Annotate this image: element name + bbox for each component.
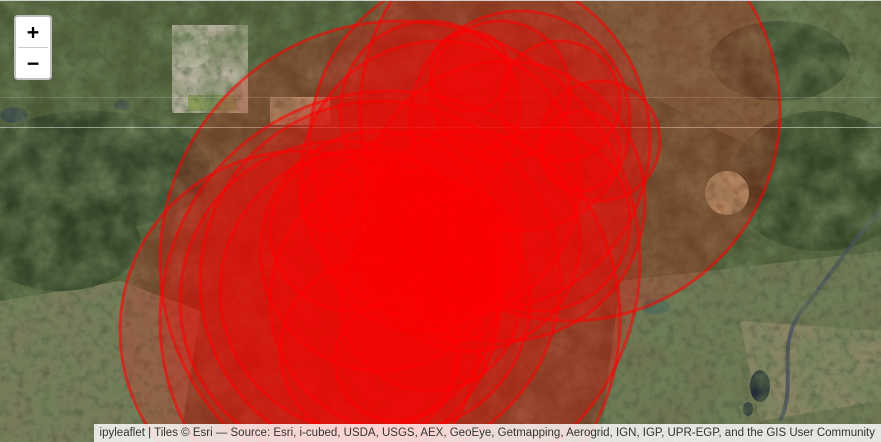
map-attribution: ipyleaflet | Tiles © Esri — Source: Esri… xyxy=(93,424,881,442)
circle-marker[interactable] xyxy=(258,129,502,373)
circle-marker[interactable] xyxy=(418,259,502,343)
circle-marker[interactable] xyxy=(268,149,432,313)
circle-marker[interactable] xyxy=(398,189,522,313)
circle-marker[interactable] xyxy=(333,299,457,423)
circle-marker[interactable] xyxy=(428,19,572,163)
circle-marker[interactable] xyxy=(448,129,632,313)
circle-marker[interactable] xyxy=(298,169,362,233)
circle-marker[interactable] xyxy=(198,99,562,442)
circle-marker[interactable] xyxy=(338,209,522,393)
zoom-in-button[interactable]: + xyxy=(18,17,48,47)
circle-marker[interactable] xyxy=(453,349,487,383)
zoom-out-button[interactable]: − xyxy=(18,47,48,78)
circle-marker[interactable] xyxy=(318,129,522,333)
zoom-control: + − xyxy=(14,15,52,80)
